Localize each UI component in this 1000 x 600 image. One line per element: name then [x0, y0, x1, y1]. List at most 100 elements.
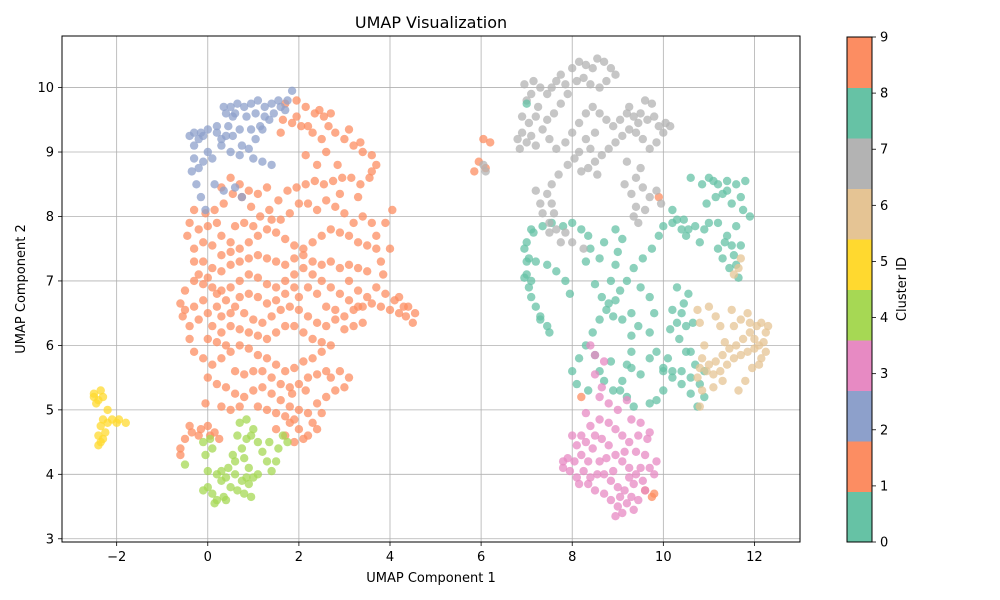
point-cluster-2 — [256, 122, 265, 131]
point-cluster-1 — [217, 328, 226, 337]
point-cluster-1 — [290, 363, 299, 373]
point-cluster-3 — [645, 428, 654, 437]
point-cluster-3 — [606, 495, 616, 505]
point-cluster-1 — [654, 192, 663, 202]
point-cluster-1 — [230, 302, 240, 311]
point-cluster-1 — [331, 128, 340, 137]
point-cluster-0 — [636, 283, 645, 292]
point-cluster-0 — [704, 218, 714, 228]
point-cluster-8 — [522, 99, 531, 108]
point-cluster-3 — [629, 505, 638, 514]
point-cluster-2 — [212, 128, 222, 137]
point-cluster-1 — [226, 283, 235, 292]
point-cluster-1 — [367, 218, 376, 228]
point-cluster-1 — [185, 421, 194, 431]
point-cluster-1 — [219, 199, 228, 208]
point-cluster-1 — [349, 321, 358, 331]
point-cluster-4 — [201, 450, 210, 460]
point-cluster-1 — [230, 367, 240, 376]
point-cluster-7 — [593, 170, 602, 179]
point-cluster-0 — [645, 328, 654, 337]
point-cluster-4 — [203, 483, 212, 492]
point-cluster-1 — [379, 270, 388, 279]
point-cluster-1 — [294, 379, 304, 389]
point-cluster-1 — [308, 128, 317, 137]
point-cluster-7 — [517, 112, 527, 121]
colorbar-segment — [847, 138, 872, 189]
point-cluster-1 — [335, 263, 345, 273]
point-cluster-4 — [246, 492, 256, 502]
point-cluster-3 — [584, 479, 593, 489]
point-cluster-1 — [199, 257, 208, 266]
point-cluster-0 — [684, 225, 693, 234]
point-cluster-1 — [240, 370, 249, 379]
point-cluster-0 — [700, 225, 709, 234]
y-axis-ticks: 3 4 5 6 7 8 9 10 — [37, 81, 62, 547]
point-cluster-7 — [590, 128, 600, 137]
point-cluster-1 — [212, 302, 222, 311]
point-cluster-6 — [704, 360, 714, 369]
point-cluster-3 — [565, 466, 575, 476]
point-cluster-4 — [237, 444, 247, 453]
point-cluster-3 — [577, 431, 586, 440]
point-cluster-1 — [262, 254, 272, 263]
point-cluster-4 — [246, 431, 256, 440]
point-cluster-1 — [281, 289, 290, 298]
point-cluster-6 — [743, 309, 752, 318]
point-cluster-1 — [217, 251, 226, 260]
point-cluster-7 — [543, 115, 552, 125]
colorbar-segment — [847, 390, 872, 442]
point-cluster-0 — [709, 176, 718, 186]
point-cluster-6 — [741, 376, 750, 386]
point-cluster-1 — [353, 286, 363, 295]
point-cluster-3 — [599, 470, 609, 479]
point-cluster-4 — [205, 434, 215, 444]
point-cluster-0 — [584, 386, 593, 395]
point-cluster-1 — [281, 276, 290, 286]
point-cluster-2 — [228, 131, 237, 141]
colorbar-tick-label: 0 — [880, 536, 888, 551]
point-cluster-1 — [271, 408, 281, 418]
point-cluster-0 — [629, 263, 638, 273]
point-cluster-0 — [584, 231, 593, 240]
point-cluster-1 — [577, 392, 586, 402]
point-cluster-6 — [695, 402, 704, 411]
point-cluster-0 — [552, 267, 561, 276]
point-cluster-1 — [315, 105, 324, 115]
point-cluster-0 — [659, 222, 668, 231]
point-cluster-4 — [208, 444, 217, 453]
point-cluster-4 — [258, 447, 267, 456]
point-cluster-3 — [620, 486, 629, 495]
point-cluster-0 — [713, 244, 723, 253]
chart-title: UMAP Visualization — [355, 13, 507, 32]
point-cluster-1 — [199, 280, 208, 289]
point-cluster-1 — [194, 431, 203, 440]
point-cluster-1 — [226, 321, 235, 331]
point-cluster-7 — [552, 225, 561, 234]
point-cluster-3 — [604, 399, 613, 408]
point-cluster-6 — [759, 338, 768, 347]
point-cluster-7 — [547, 199, 556, 208]
point-cluster-2 — [194, 163, 203, 173]
point-cluster-2 — [217, 141, 226, 150]
point-cluster-1 — [292, 96, 301, 105]
point-cluster-0 — [565, 289, 575, 298]
point-cluster-3 — [586, 341, 595, 350]
point-cluster-7 — [597, 151, 606, 160]
plot-background — [62, 36, 800, 542]
point-cluster-0 — [618, 234, 627, 244]
point-cluster-0 — [700, 392, 709, 402]
point-cluster-6 — [720, 338, 729, 347]
point-cluster-1 — [212, 218, 222, 228]
point-cluster-5 — [98, 392, 108, 402]
point-cluster-1 — [308, 238, 317, 247]
point-cluster-0 — [718, 254, 727, 263]
point-cluster-0 — [527, 292, 536, 302]
point-cluster-3 — [572, 441, 581, 450]
point-cluster-7 — [625, 125, 634, 134]
y-tick-label: 6 — [46, 339, 54, 354]
point-cluster-1 — [326, 257, 335, 266]
point-cluster-1 — [303, 199, 313, 208]
point-cluster-1 — [262, 334, 272, 344]
point-cluster-1 — [244, 254, 253, 263]
